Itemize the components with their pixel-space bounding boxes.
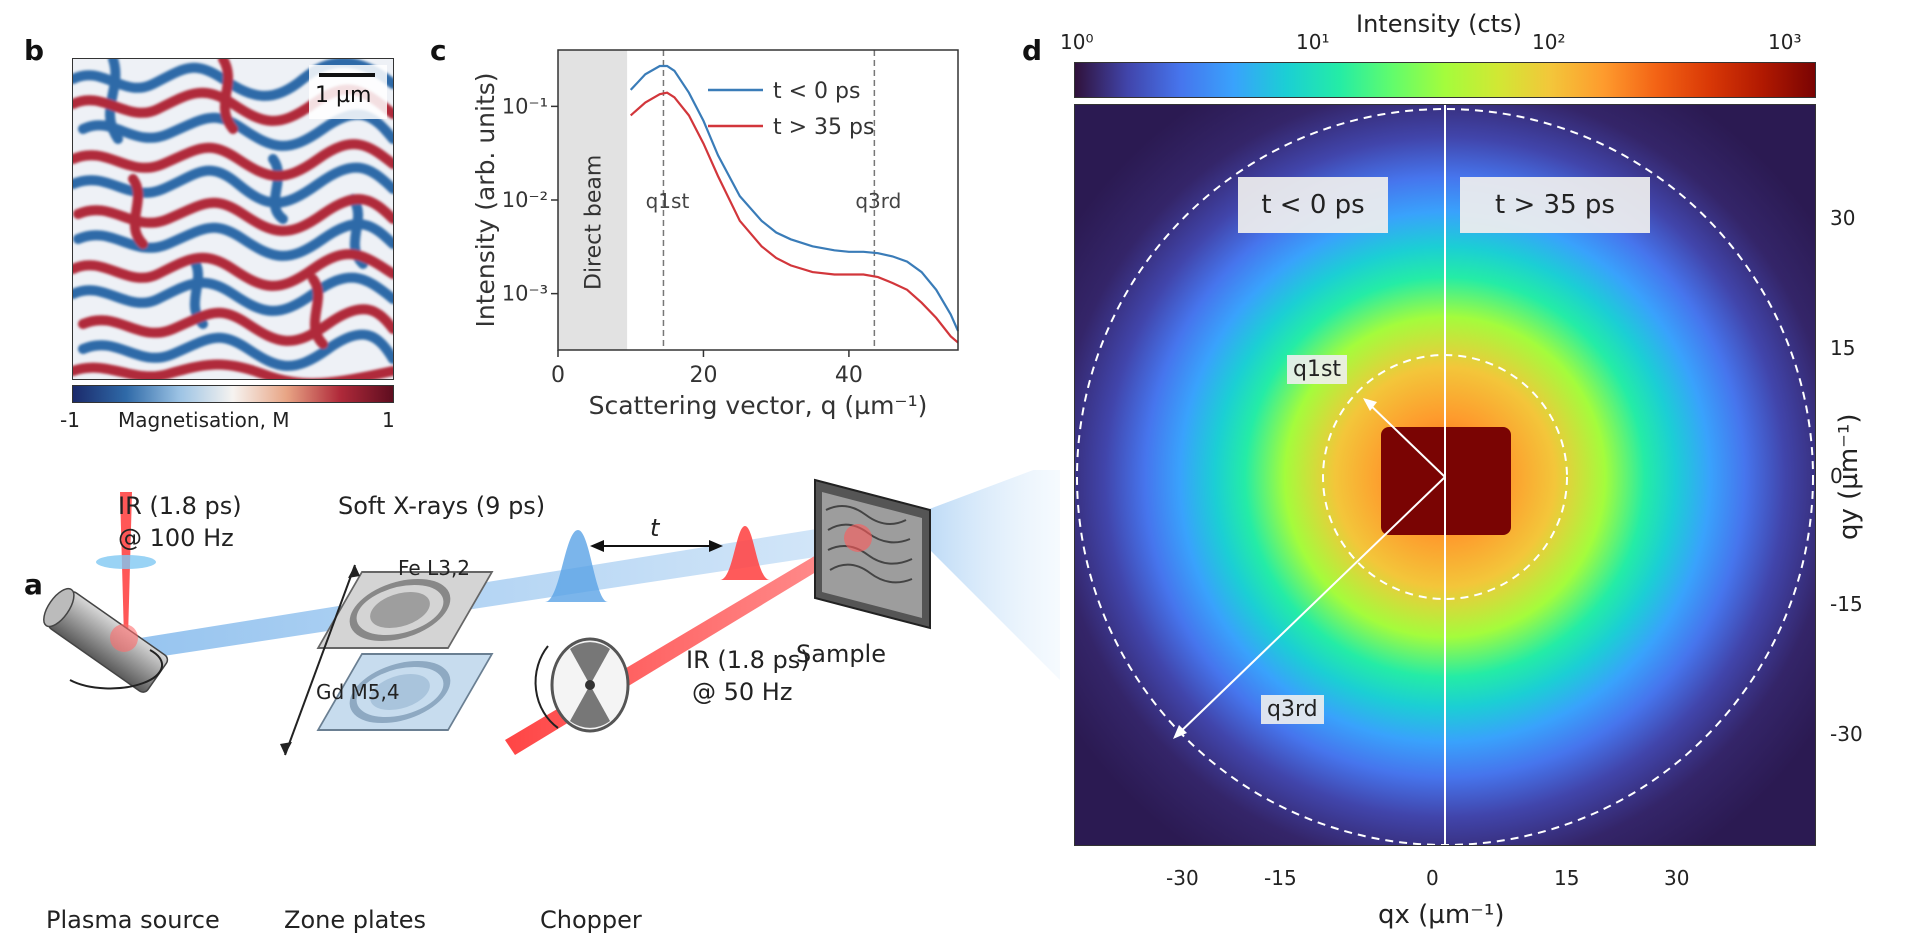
y-axis-label: Intensity (arb. units): [471, 72, 500, 327]
x-tick-label-0: 0: [551, 363, 565, 388]
chopper-icon: [550, 637, 630, 733]
map-y-tick-3: -15: [1830, 592, 1863, 616]
ir-bottom-label-2: @ 50 Hz: [692, 678, 793, 706]
y-tick-label-0: 10⁻¹: [502, 94, 548, 118]
scatter-cone: [900, 470, 1060, 680]
q1st-label: q1st: [1287, 355, 1348, 384]
sample-icon: [814, 478, 931, 630]
map-y-tick-2: 0: [1830, 464, 1843, 488]
focusing-lens: [96, 555, 156, 569]
series-line-0: [629, 64, 960, 332]
x-tick-label-1: 20: [689, 363, 717, 388]
ir-top-label-2: @ 100 Hz: [118, 524, 234, 552]
y-tick-label-2: 10⁻³: [502, 282, 548, 306]
q3rd-vector: [1174, 476, 1446, 738]
zone-plate-fe-icon: [316, 571, 494, 649]
x-axis-label: Scattering vector, q (µm⁻¹): [589, 391, 928, 420]
q3rd-ring: [1076, 108, 1814, 845]
map-x-tick-4: 30: [1664, 866, 1690, 890]
scattering-overlay: [1076, 105, 1814, 845]
intensity-vs-q-chart: q1st q3rd 0 20 40 10⁻¹10⁻²10⁻³ Direct beam …: [471, 49, 960, 420]
panel-c-letter: c: [430, 34, 447, 67]
setup-schematic: [43, 470, 1060, 756]
panel-d-letter: d: [1022, 34, 1043, 67]
map-x-tick-2: 0: [1426, 866, 1439, 890]
magnetisation-image: 1 µm: [72, 58, 394, 380]
direct-beam-label: Direct beam: [582, 155, 607, 290]
map-x-tick-3: 15: [1554, 866, 1580, 890]
q1st-vector: [1364, 399, 1446, 478]
direct-beam-shade: [558, 50, 628, 350]
magnetisation-min: -1: [60, 408, 80, 432]
colorbar-tick-1: 10¹: [1296, 30, 1330, 54]
vline-label-0: q1st: [646, 189, 690, 213]
chopper-label: Chopper: [540, 906, 642, 934]
x-tick-label-2: 40: [835, 363, 863, 388]
chart-legend: t < 0 ps t > 35 ps: [708, 79, 874, 140]
soft-xrays-label: Soft X-rays (9 ps): [338, 492, 546, 520]
colorbar-tick-2: 10²: [1532, 30, 1566, 54]
map-x-tick-1: -15: [1264, 866, 1297, 890]
map-x-tick-0: -30: [1166, 866, 1199, 890]
panel-a-letter: a: [24, 568, 43, 601]
sample-label: Sample: [796, 640, 886, 668]
magnetisation-max: 1: [382, 408, 395, 432]
tag-positive-time: t > 35 ps: [1460, 177, 1650, 233]
magnetisation-colorbar: [72, 385, 394, 403]
colorbar-tick-3: 10³: [1768, 30, 1802, 54]
magnetisation-label: Magnetisation, M: [118, 408, 290, 432]
map-y-axis-label: qy (µm⁻¹): [1834, 413, 1864, 540]
scale-bar-box: 1 µm: [309, 65, 387, 119]
xray-beam: [140, 522, 875, 658]
scale-bar-label: 1 µm: [315, 83, 372, 108]
ir-bottom-label-1: IR (1.8 ps): [686, 646, 810, 674]
panel-b-letter: b: [24, 34, 45, 67]
intensity-colorbar: [1074, 62, 1816, 98]
map-y-tick-1: 15: [1830, 336, 1856, 360]
zone-plate-gd-icon: [316, 653, 494, 731]
zone-plates-label: Zone plates: [284, 906, 427, 934]
legend-label-0: t < 0 ps: [773, 79, 860, 104]
delay-label: t: [650, 514, 660, 542]
zone-plate-selector-arrow: [284, 564, 356, 756]
map-y-tick-4: -30: [1830, 722, 1863, 746]
y-tick-label-1: 10⁻²: [502, 188, 548, 212]
map-x-axis-label: qx (µm⁻¹): [1378, 900, 1505, 930]
q3rd-label: q3rd: [1261, 695, 1324, 724]
map-y-tick-0: 30: [1830, 206, 1856, 230]
intensity-colorbar-title: Intensity (cts): [1356, 10, 1522, 38]
series-line-1: [629, 91, 959, 344]
fe-zone-plate-label: Fe L3,2: [398, 556, 471, 580]
ir-pulse: [720, 526, 770, 580]
vline-label-1: q3rd: [855, 189, 901, 213]
colorbar-tick-0: 10⁰: [1060, 30, 1094, 54]
tag-negative-time: t < 0 ps: [1238, 177, 1388, 233]
legend-label-1: t > 35 ps: [773, 115, 874, 140]
xray-pulse: [545, 530, 608, 602]
scale-bar: [319, 73, 375, 77]
gd-zone-plate-label: Gd M5,4: [316, 680, 400, 704]
domain-pattern: [73, 59, 393, 379]
scattering-map: t < 0 ps t > 35 ps q1st q3rd: [1074, 104, 1816, 846]
ir-top-label-1: IR (1.8 ps): [118, 492, 242, 520]
plasma-source-label: Plasma source: [46, 906, 220, 934]
